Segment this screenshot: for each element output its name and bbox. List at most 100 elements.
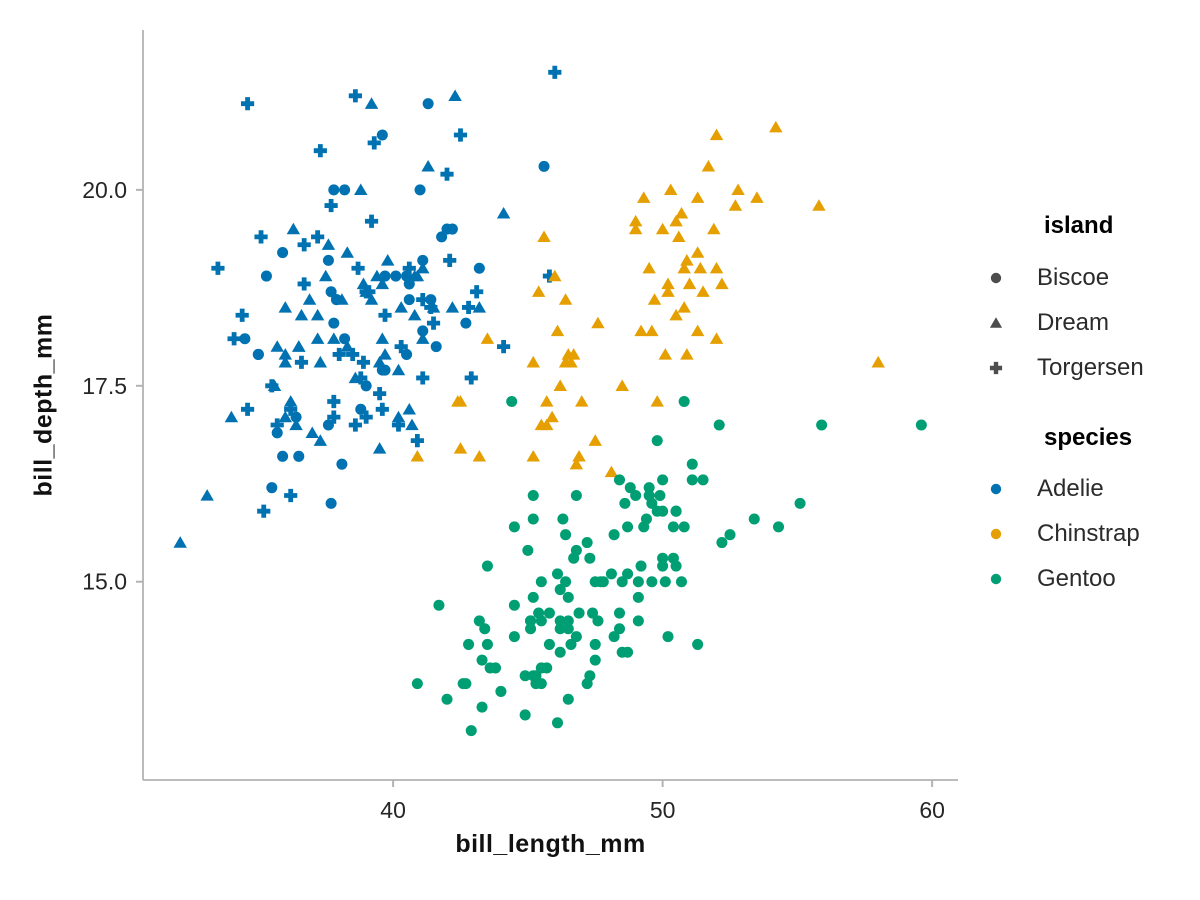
data-point-marker	[570, 544, 582, 556]
data-point-marker	[403, 294, 415, 306]
data-point-marker	[380, 254, 395, 266]
data-point-marker	[416, 371, 430, 385]
data-point-marker	[557, 513, 569, 525]
data-point-marker	[355, 403, 367, 415]
x-axis-tick-label: 50	[650, 797, 676, 823]
data-point-marker	[619, 497, 631, 509]
data-point-marker	[270, 340, 284, 352]
data-point-marker	[367, 136, 381, 150]
data-point-marker	[480, 332, 495, 344]
data-point-marker	[657, 474, 669, 486]
data-point-marker	[370, 269, 384, 282]
data-point-marker	[325, 286, 337, 298]
data-point-marker	[677, 301, 691, 313]
data-point-marker	[667, 521, 679, 533]
data-point-marker	[630, 489, 642, 502]
data-point-marker	[541, 662, 553, 674]
data-point-marker	[750, 191, 764, 203]
data-point-marker	[709, 261, 724, 274]
data-point-marker	[453, 128, 468, 142]
data-point-marker	[640, 513, 652, 525]
legend-item-chinstrap-label: Chinstrap	[1037, 520, 1140, 547]
circle-legend-marker-icon	[990, 483, 1002, 495]
data-point-marker	[588, 434, 602, 446]
data-point-marker	[378, 308, 392, 322]
data-point-marker	[497, 340, 511, 354]
circle-legend-marker-icon	[990, 573, 1002, 585]
data-point-marker	[405, 418, 419, 431]
data-point-marker	[356, 355, 371, 369]
circle-legend-marker-icon	[990, 272, 1002, 284]
data-point-marker	[506, 395, 518, 407]
data-point-marker	[542, 269, 557, 283]
data-point-marker	[584, 552, 596, 564]
x-axis-tick-label: 40	[380, 797, 406, 823]
data-point-marker	[589, 654, 601, 666]
data-point-marker	[669, 214, 683, 227]
data-point-marker	[310, 332, 325, 344]
data-point-marker	[575, 395, 589, 407]
data-point-marker	[632, 615, 644, 627]
data-point-marker	[613, 607, 626, 619]
data-point-marker	[572, 449, 586, 462]
data-point-marker	[235, 308, 249, 322]
data-point-marker	[293, 450, 305, 462]
data-point-marker	[537, 230, 551, 243]
legend-item-adelie: Adelie	[986, 475, 1104, 503]
data-point-marker	[635, 560, 647, 572]
data-point-marker	[562, 591, 574, 603]
data-point-marker	[613, 623, 626, 635]
data-point-marker	[426, 316, 441, 330]
data-point-marker	[670, 560, 682, 572]
data-point-marker	[525, 615, 537, 627]
data-point-marker	[554, 615, 566, 627]
data-point-marker	[348, 418, 362, 432]
data-point-marker	[526, 355, 540, 368]
data-point-marker	[709, 332, 724, 344]
data-point-marker	[634, 324, 648, 337]
data-point-marker	[570, 489, 582, 502]
data-point-marker	[659, 576, 671, 588]
data-point-marker	[535, 576, 547, 588]
data-point-marker	[686, 458, 698, 470]
data-point-marker	[332, 347, 346, 362]
data-point-marker	[616, 646, 628, 658]
data-point-marker	[558, 355, 573, 368]
data-point-marker	[812, 199, 826, 211]
data-point-marker	[436, 231, 448, 243]
data-point-marker	[240, 97, 255, 111]
data-point-marker	[313, 355, 328, 368]
data-point-marker	[321, 238, 336, 250]
data-point-marker	[292, 340, 306, 352]
data-point-marker	[278, 348, 293, 360]
data-point-marker	[340, 340, 355, 352]
data-point-marker	[364, 97, 379, 109]
data-point-marker	[654, 489, 666, 502]
data-point-marker	[346, 347, 360, 362]
data-point-marker	[707, 222, 721, 235]
data-point-marker	[335, 293, 349, 305]
y-axis-title: bill_depth_mm	[29, 313, 58, 497]
legend-item-dream: Dream	[986, 309, 1109, 337]
data-point-marker	[686, 474, 698, 486]
data-point-marker	[426, 301, 441, 313]
data-point-marker	[543, 638, 555, 650]
data-point-marker	[290, 411, 302, 423]
data-point-marker	[558, 293, 573, 305]
data-point-marker	[325, 497, 337, 509]
data-point-marker	[675, 576, 688, 588]
data-point-marker	[224, 410, 239, 423]
data-point-marker	[662, 631, 674, 643]
data-point-marker	[391, 410, 406, 423]
data-point-marker	[794, 497, 806, 509]
data-point-marker	[674, 207, 689, 219]
data-point-marker	[327, 332, 341, 344]
data-point-marker	[239, 333, 251, 345]
data-point-marker	[284, 402, 298, 416]
data-point-marker	[661, 285, 675, 297]
data-point-marker	[422, 98, 434, 110]
data-point-marker	[453, 442, 468, 454]
data-point-marker	[305, 426, 319, 438]
data-point-marker	[642, 261, 656, 274]
data-point-marker	[569, 457, 584, 470]
